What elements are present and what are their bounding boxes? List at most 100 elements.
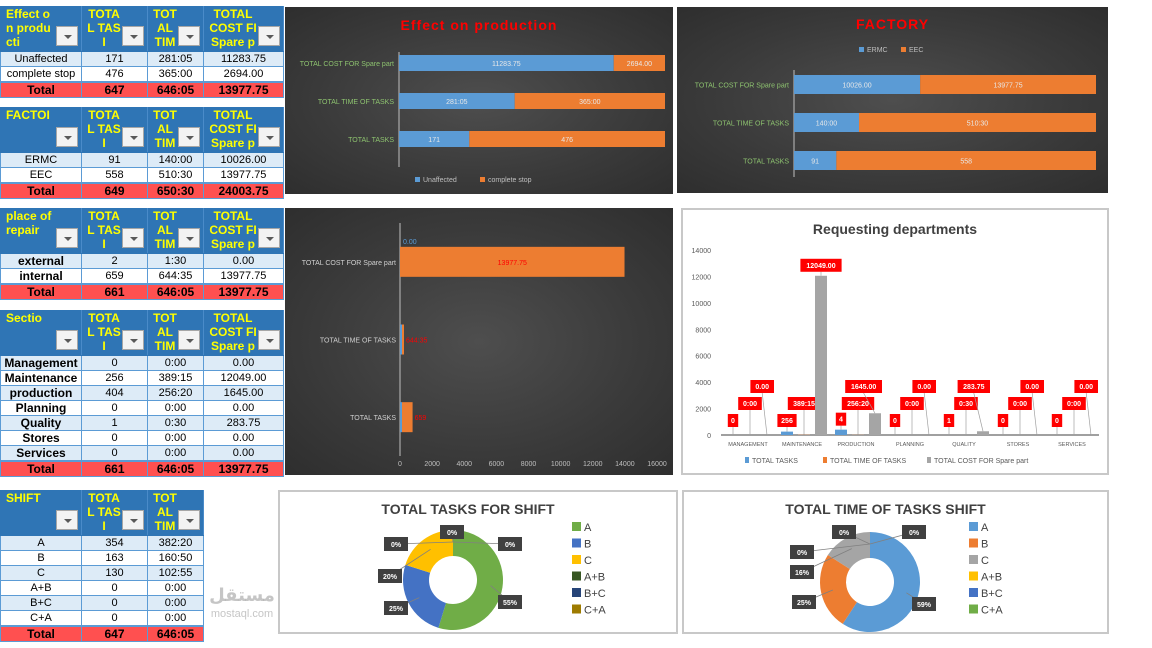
cell-value[interactable]: 0:00 (147, 610, 204, 626)
chart-total-tasks-for-shift[interactable]: TOTAL TASKS FOR SHIFT 55% 25% 20% 0% 0% 0% A B C A… (278, 490, 678, 634)
row-label[interactable]: C+A (0, 610, 82, 626)
total-label[interactable]: Total (0, 181, 82, 199)
filter-dropdown-button[interactable] (122, 228, 144, 248)
total-value[interactable]: 661 (81, 283, 148, 300)
chart-total-time-of-tasks-shift[interactable]: TOTAL TIME OF TASKS SHIFT 59% 25% 16% 0% 0% 0%… (682, 490, 1109, 634)
cell-value[interactable]: 102:55 (147, 565, 204, 581)
row-label[interactable]: A (0, 535, 82, 551)
row-label[interactable]: Unaffected (0, 51, 82, 67)
chart-factory[interactable]: FACTORY TOTAL TASKS 91 558 TOTAL TIME OF TAS… (677, 7, 1108, 193)
cell-value[interactable]: 0:30 (147, 415, 204, 431)
total-value[interactable]: 646:05 (147, 460, 204, 477)
cell-value[interactable]: 0:00 (147, 580, 204, 596)
total-value[interactable]: 649 (81, 181, 148, 199)
total-value[interactable]: 13977.75 (203, 80, 284, 98)
cell-value[interactable]: 171 (81, 51, 148, 67)
filter-dropdown-button[interactable] (122, 510, 144, 530)
cell-value[interactable]: 0:00 (147, 595, 204, 611)
cell-value[interactable]: 2694.00 (203, 66, 284, 82)
row-label[interactable]: EEC (0, 167, 82, 183)
cell-value[interactable]: 404 (81, 385, 148, 401)
row-label[interactable]: complete stop (0, 66, 82, 82)
total-value[interactable]: 647 (81, 80, 148, 98)
cell-value[interactable]: 13977.75 (203, 167, 284, 183)
chart-effect-on-production[interactable]: Effect on production TOTAL TASKS 171 476 TOT… (285, 7, 673, 194)
chart-place-of-repair[interactable]: 0 2000 4000 6000 8000 10000 12000 14000 16000 TOT… (285, 208, 673, 475)
filter-dropdown-button[interactable] (258, 330, 280, 350)
total-value[interactable]: 646:05 (147, 283, 204, 300)
cell-value[interactable]: 2 (81, 253, 148, 269)
cell-value[interactable]: 13977.75 (203, 268, 284, 285)
total-value[interactable]: 646:05 (147, 80, 204, 98)
total-value[interactable]: 24003.75 (203, 181, 284, 199)
cell-value[interactable]: 0 (81, 445, 148, 462)
row-label[interactable]: A+B (0, 580, 82, 596)
cell-value[interactable]: 0 (81, 580, 148, 596)
total-label[interactable]: Total (0, 80, 82, 98)
total-value[interactable]: 661 (81, 460, 148, 477)
cell-value[interactable]: 1645.00 (203, 385, 284, 401)
total-label[interactable]: Total (0, 283, 82, 300)
row-label[interactable]: production (0, 385, 82, 401)
cell-value[interactable]: 389:15 (147, 370, 204, 386)
cell-value[interactable]: 0 (81, 610, 148, 626)
cell-value[interactable]: 11283.75 (203, 51, 284, 67)
filter-dropdown-button[interactable] (178, 510, 200, 530)
cell-value[interactable]: 10026.00 (203, 152, 284, 168)
total-value[interactable]: 13977.75 (203, 283, 284, 300)
cell-value[interactable]: 558 (81, 167, 148, 183)
row-label[interactable]: internal (0, 268, 82, 285)
cell-value[interactable]: 0:00 (147, 430, 204, 446)
filter-dropdown-button[interactable] (56, 510, 78, 530)
cell-value[interactable]: 283.75 (203, 415, 284, 431)
filter-dropdown-button[interactable] (178, 127, 200, 147)
cell-value[interactable]: 130 (81, 565, 148, 581)
cell-value[interactable]: 160:50 (147, 550, 204, 566)
cell-value[interactable]: 91 (81, 152, 148, 168)
cell-value[interactable]: 0 (81, 430, 148, 446)
cell-value[interactable]: 140:00 (147, 152, 204, 168)
row-label[interactable]: ERMC (0, 152, 82, 168)
cell-value[interactable]: 12049.00 (203, 370, 284, 386)
row-label[interactable]: external (0, 253, 82, 269)
row-label[interactable]: Maintenance (0, 370, 82, 386)
total-value[interactable]: 13977.75 (203, 460, 284, 477)
filter-dropdown-button[interactable] (56, 330, 78, 350)
total-label[interactable]: Total (0, 460, 82, 477)
cell-value[interactable]: 281:05 (147, 51, 204, 67)
row-label[interactable]: Planning (0, 400, 82, 416)
cell-value[interactable]: 382:20 (147, 535, 204, 551)
filter-dropdown-button[interactable] (56, 127, 78, 147)
chart-requesting-departments[interactable]: Requesting departments 0 2000 4000 6000 8000 1… (681, 208, 1109, 475)
cell-value[interactable]: 644:35 (147, 268, 204, 285)
filter-dropdown-button[interactable] (178, 228, 200, 248)
total-value[interactable]: 650:30 (147, 181, 204, 199)
cell-value[interactable]: 0 (81, 400, 148, 416)
cell-value[interactable]: 0:00 (147, 355, 204, 371)
filter-dropdown-button[interactable] (56, 228, 78, 248)
row-label[interactable]: Stores (0, 430, 82, 446)
cell-value[interactable]: 0.00 (203, 430, 284, 446)
cell-value[interactable]: 0:00 (147, 400, 204, 416)
cell-value[interactable]: 1 (81, 415, 148, 431)
row-label[interactable]: B+C (0, 595, 82, 611)
filter-dropdown-button[interactable] (178, 26, 200, 46)
cell-value[interactable]: 0.00 (203, 355, 284, 371)
filter-dropdown-button[interactable] (258, 228, 280, 248)
filter-dropdown-button[interactable] (178, 330, 200, 350)
cell-value[interactable]: 0.00 (203, 445, 284, 462)
filter-dropdown-button[interactable] (122, 330, 144, 350)
cell-value[interactable]: 1:30 (147, 253, 204, 269)
cell-value[interactable]: 476 (81, 66, 148, 82)
cell-value[interactable]: 510:30 (147, 167, 204, 183)
cell-value[interactable]: 659 (81, 268, 148, 285)
cell-value[interactable]: 0 (81, 355, 148, 371)
row-label[interactable]: C (0, 565, 82, 581)
cell-value[interactable]: 354 (81, 535, 148, 551)
total-value[interactable]: 646:05 (147, 624, 204, 642)
row-label[interactable]: Quality (0, 415, 82, 431)
cell-value[interactable]: 256:20 (147, 385, 204, 401)
row-label[interactable]: B (0, 550, 82, 566)
row-label[interactable]: Services (0, 445, 82, 462)
filter-dropdown-button[interactable] (56, 26, 78, 46)
